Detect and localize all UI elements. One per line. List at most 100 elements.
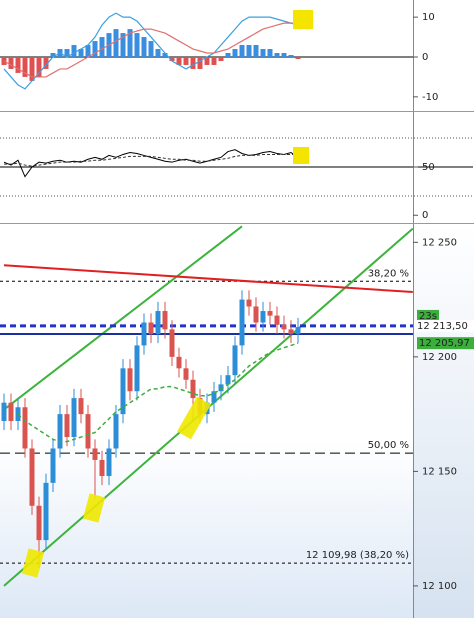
histogram-bar: [232, 49, 238, 57]
histogram-bar: [22, 56, 28, 77]
candle-body: [183, 368, 189, 380]
y-tick-label: 12 200: [422, 352, 457, 363]
candle-body: [127, 368, 133, 392]
histogram-bar: [64, 49, 70, 57]
line: [3, 22, 298, 78]
candle-body: [71, 398, 77, 438]
histogram-bar: [85, 45, 91, 57]
histogram-bar: [246, 45, 252, 57]
histogram-bar: [15, 56, 21, 73]
y-tick-label: 12 150: [422, 466, 457, 477]
candle-body: [155, 311, 161, 334]
histogram-bar: [71, 45, 77, 57]
histogram-bar: [120, 33, 126, 57]
candle-body: [8, 402, 14, 421]
candle-body: [50, 448, 56, 483]
candle-body: [295, 327, 301, 334]
y-tick-label: -10: [422, 92, 438, 103]
trendline: [3, 225, 243, 411]
histogram-bar: [288, 55, 294, 57]
y-tick-label: 50: [422, 162, 435, 173]
y-tick-label: 10: [422, 12, 435, 23]
histogram-bar: [169, 56, 175, 61]
price-label: 12 213,50: [417, 321, 468, 332]
candle-body: [274, 315, 280, 325]
line: [3, 12, 299, 90]
countdown-box: [417, 309, 439, 322]
candle-body: [281, 324, 287, 330]
candle-body: [113, 414, 119, 449]
candle-body: [267, 311, 273, 316]
y-tick-label: 12 100: [422, 581, 457, 592]
y-tick-label: 12 250: [422, 237, 457, 248]
histogram-bar: [99, 37, 105, 57]
candle-body: [162, 311, 168, 330]
histogram-bar: [260, 49, 266, 57]
histogram-bar: [253, 45, 259, 57]
histogram-bar: [148, 41, 154, 57]
fib-label: 12 109,98 (38,20 %): [306, 550, 409, 561]
histogram-bar: [113, 29, 119, 57]
candle-body: [190, 379, 196, 399]
histogram-bar: [274, 53, 280, 57]
fib-label: 38,20 %: [368, 268, 409, 279]
axis-bg: [414, 224, 474, 618]
candle-body: [239, 299, 245, 346]
candle-body: [253, 306, 259, 323]
highlight: [177, 396, 211, 440]
candle-body: [169, 329, 175, 357]
candle-body: [36, 505, 42, 541]
histogram-bar: [295, 56, 301, 59]
line: [4, 153, 298, 167]
histogram-bar: [176, 56, 182, 65]
histogram-bar: [92, 41, 98, 57]
candle-body: [225, 375, 231, 385]
histogram-bar: [43, 56, 49, 69]
histogram-bar: [204, 56, 210, 65]
highlight: [82, 493, 106, 523]
ma-label: 12 205,97: [419, 338, 470, 349]
histogram-bar: [281, 53, 287, 57]
price-box: [414, 319, 474, 332]
histogram-bar: [183, 56, 189, 65]
candle-body: [43, 482, 49, 541]
candle-body: [1, 402, 7, 421]
candle-body: [288, 329, 294, 334]
histogram-bar: [239, 45, 245, 57]
histogram-bar: [141, 37, 147, 57]
histogram-bar: [155, 49, 161, 57]
candle-body: [120, 368, 126, 415]
histogram-bar: [211, 56, 217, 65]
histogram-bar: [267, 49, 273, 57]
highlight: [21, 548, 45, 578]
histogram-bar: [218, 56, 224, 61]
candle-body: [106, 448, 112, 476]
candle-body: [92, 448, 98, 460]
highlight: [293, 10, 313, 29]
histogram-bar: [225, 53, 231, 57]
candle-body: [134, 345, 140, 392]
histogram-bar: [78, 49, 84, 57]
candle-body: [78, 398, 84, 415]
fib-label: 50,00 %: [368, 440, 409, 451]
candle-body: [246, 299, 252, 307]
candle-body: [29, 448, 35, 506]
histogram-bar: [50, 53, 56, 57]
candle-body: [218, 384, 224, 392]
candle-body: [141, 322, 147, 346]
ma-box: [417, 337, 474, 350]
y-tick-label: 0: [422, 210, 428, 221]
candle-body: [85, 414, 91, 449]
trendline: [3, 264, 413, 294]
candle-body: [211, 391, 217, 403]
histogram-bar: [36, 56, 42, 77]
histogram-bar: [190, 56, 196, 69]
histogram-bar: [127, 29, 133, 57]
histogram-bar: [162, 53, 168, 57]
candle-body: [22, 407, 28, 449]
histogram-bar: [29, 56, 35, 81]
candle-body: [64, 414, 70, 438]
highlight: [293, 147, 309, 164]
countdown: 23s: [419, 311, 437, 322]
